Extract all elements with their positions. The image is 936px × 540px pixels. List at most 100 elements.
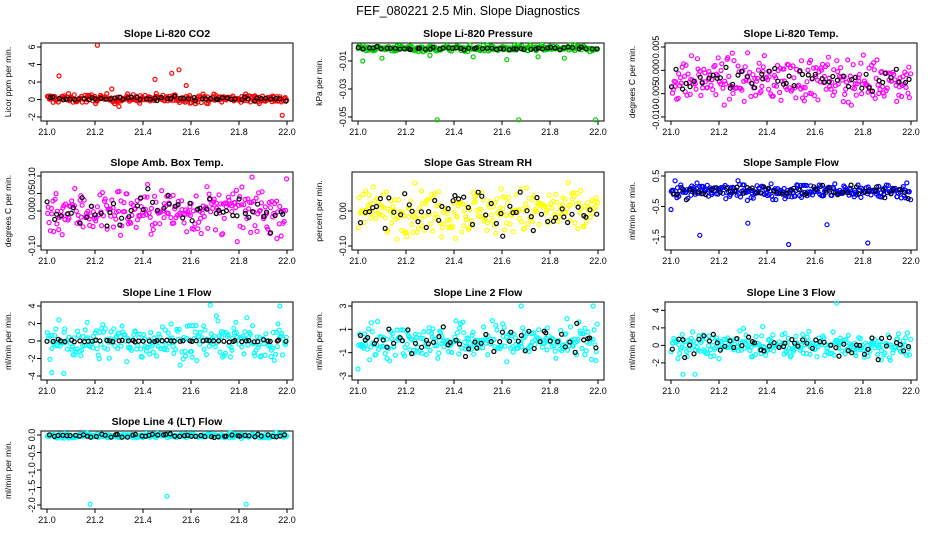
data-point xyxy=(118,343,124,349)
data-point xyxy=(367,201,373,207)
data-point xyxy=(168,215,174,221)
data-point xyxy=(856,191,862,197)
data-point xyxy=(425,196,431,202)
chart-title: Slope Line 1 Flow xyxy=(123,287,213,299)
data-point xyxy=(125,338,132,344)
data-point xyxy=(132,431,138,437)
data-point xyxy=(782,330,788,337)
data-point xyxy=(729,81,736,87)
x-tick-label: 21.0 xyxy=(349,386,367,396)
data-point xyxy=(793,95,799,101)
data-point xyxy=(265,226,271,232)
data-point xyxy=(213,210,219,217)
data-point xyxy=(789,194,795,200)
data-point xyxy=(799,71,806,78)
data-point xyxy=(198,230,204,237)
outlier-point xyxy=(49,369,55,376)
data-point xyxy=(745,334,752,340)
data-point xyxy=(766,68,772,74)
data-point xyxy=(151,193,158,199)
data-point xyxy=(574,190,581,197)
data-point xyxy=(687,91,693,98)
data-point xyxy=(282,342,288,348)
data-point xyxy=(717,75,723,81)
data-point xyxy=(865,346,871,352)
data-point xyxy=(474,345,480,351)
data-point xyxy=(276,327,282,333)
data-point xyxy=(280,211,286,217)
data-point xyxy=(175,202,181,208)
data-point xyxy=(71,92,77,98)
data-point xyxy=(431,191,437,197)
data-point xyxy=(534,195,540,201)
data-point xyxy=(128,94,135,100)
data-point xyxy=(211,196,217,202)
data-point xyxy=(559,206,565,212)
data-point xyxy=(460,319,466,325)
data-point xyxy=(157,221,163,227)
data-point xyxy=(900,348,907,354)
data-point xyxy=(181,220,187,226)
data-point xyxy=(71,339,77,345)
data-point xyxy=(530,227,536,234)
data-point xyxy=(138,346,144,352)
data-point xyxy=(741,98,747,104)
data-point xyxy=(106,355,113,361)
data-point xyxy=(56,227,62,233)
data-point xyxy=(550,218,557,224)
y-tick-label: 0.10 xyxy=(27,167,37,185)
data-point xyxy=(197,329,203,335)
data-point xyxy=(830,189,836,195)
y-tick-label: 0 xyxy=(27,97,37,102)
data-point xyxy=(820,193,827,199)
x-tick-label: 21.0 xyxy=(38,515,56,525)
data-point xyxy=(813,186,819,193)
data-point xyxy=(488,212,494,218)
data-point xyxy=(822,79,828,85)
data-point xyxy=(394,327,400,333)
data-point xyxy=(578,44,584,50)
data-point xyxy=(454,330,460,336)
data-point xyxy=(145,186,151,192)
data-point xyxy=(265,432,271,438)
data-point xyxy=(146,210,152,216)
data-point xyxy=(668,84,675,90)
data-point xyxy=(120,96,126,103)
data-point xyxy=(722,343,728,349)
data-point xyxy=(82,327,88,333)
data-point xyxy=(115,345,121,352)
data-point xyxy=(727,338,733,344)
data-point xyxy=(457,325,463,331)
data-point xyxy=(860,347,866,353)
x-tick-label: 22.0 xyxy=(902,127,920,137)
data-point xyxy=(172,93,178,99)
data-point xyxy=(831,352,837,358)
data-point xyxy=(409,221,415,228)
x-tick-label: 21.2 xyxy=(86,127,104,137)
data-point xyxy=(493,322,499,328)
data-point xyxy=(790,63,796,69)
data-point xyxy=(449,349,455,355)
data-point xyxy=(46,432,53,438)
data-point xyxy=(263,95,269,101)
data-point xyxy=(515,338,522,344)
data-point xyxy=(412,215,418,221)
data-point xyxy=(48,332,55,338)
data-point xyxy=(44,338,50,344)
data-point xyxy=(273,351,279,357)
data-point xyxy=(853,184,860,190)
data-point xyxy=(759,324,766,330)
data-point xyxy=(426,211,432,217)
data-point xyxy=(121,200,127,206)
x-tick-label: 21.4 xyxy=(758,386,776,396)
data-point xyxy=(776,89,783,96)
data-point xyxy=(179,198,185,204)
data-point xyxy=(161,205,167,211)
data-point xyxy=(75,332,82,338)
data-point xyxy=(257,208,263,214)
data-point xyxy=(717,189,723,195)
data-point xyxy=(249,174,255,180)
data-point xyxy=(709,342,716,348)
y-tick-label: 4 xyxy=(27,62,37,67)
data-point xyxy=(407,46,414,53)
